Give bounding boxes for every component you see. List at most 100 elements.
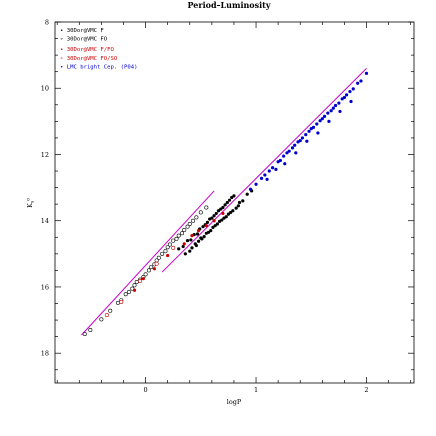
data-point — [316, 131, 320, 135]
data-point — [254, 182, 258, 186]
data-point — [214, 211, 218, 216]
data-point — [149, 265, 154, 270]
data-point — [259, 176, 264, 180]
legend-entry: • LMC bright Cep. (P04) — [60, 64, 137, 70]
data-point — [318, 119, 322, 123]
data-point — [223, 203, 227, 207]
data-point — [219, 207, 223, 211]
data-point — [342, 95, 347, 100]
data-point — [222, 216, 226, 220]
data-point — [278, 158, 282, 163]
data-point — [187, 222, 192, 227]
data-point — [108, 308, 113, 313]
data-point — [229, 210, 233, 215]
data-point — [263, 173, 267, 177]
data-point — [99, 317, 104, 322]
data-point — [190, 234, 194, 238]
y-axis-label-main: K — [26, 203, 34, 208]
data-point — [185, 224, 190, 229]
fit-line — [81, 190, 215, 336]
data-point — [174, 236, 179, 241]
data-point — [202, 235, 206, 239]
data-point — [154, 261, 159, 266]
data-point — [213, 224, 217, 228]
data-point — [165, 245, 170, 250]
data-point — [198, 210, 203, 215]
y-axis-label-sup: o — [27, 198, 32, 201]
data-point — [201, 225, 205, 229]
data-point — [327, 119, 331, 123]
data-point — [236, 204, 240, 208]
data-point — [216, 209, 221, 213]
data-point — [141, 277, 145, 281]
data-point — [349, 99, 353, 104]
plot-area — [54, 21, 415, 384]
x-tick-label: 2 — [364, 386, 368, 394]
data-point — [274, 167, 278, 171]
y-axis: 8 10 12 14 16 18 — [41, 18, 414, 371]
data-point — [152, 267, 157, 271]
data-point — [364, 71, 369, 75]
legend-entry: ∘ 30Dor@VMC FO — [60, 37, 108, 43]
data-point — [265, 177, 269, 181]
data-point — [241, 199, 245, 203]
data-point — [331, 106, 335, 110]
data-point — [183, 252, 187, 256]
data-point — [104, 313, 109, 318]
data-point — [210, 216, 214, 220]
data-point — [304, 133, 308, 137]
data-point — [156, 255, 161, 260]
data-point — [82, 331, 87, 336]
data-point — [115, 300, 120, 305]
data-point — [188, 249, 192, 253]
plot-frame — [54, 21, 415, 384]
data-point — [230, 195, 234, 200]
data-point — [212, 214, 216, 218]
data-point — [337, 101, 341, 105]
data-point — [180, 231, 185, 236]
data-point — [351, 87, 355, 91]
data-point — [248, 187, 253, 191]
y-tick-label: 14 — [41, 217, 49, 225]
data-point — [290, 146, 295, 150]
data-point — [189, 238, 193, 242]
data-point — [191, 218, 196, 223]
data-point — [88, 328, 93, 333]
data-point — [176, 233, 181, 238]
data-point — [345, 93, 349, 97]
data-point — [338, 109, 342, 114]
fit-lines — [81, 68, 367, 336]
data-point — [182, 227, 187, 232]
data-point — [285, 151, 289, 155]
y-axis-label: Kso — [26, 198, 36, 208]
data-point — [293, 143, 297, 147]
data-point — [160, 251, 165, 256]
y-tick-label: 12 — [41, 151, 49, 159]
data-point — [225, 200, 229, 205]
legend: • 30Dor@VMC F ∘ 30Dor@VMC FO • 30Dor@VMC F… — [60, 28, 137, 70]
data-point — [119, 299, 124, 304]
data-point — [294, 151, 298, 155]
data-point — [204, 205, 209, 210]
data-point — [181, 244, 185, 249]
x-tick-label: 1 — [254, 386, 258, 394]
data-point — [182, 242, 186, 246]
data-point — [166, 253, 170, 258]
data-point — [206, 230, 211, 234]
data-point — [221, 205, 225, 210]
data-point — [359, 79, 363, 83]
data-point — [212, 219, 216, 223]
data-point — [227, 198, 232, 202]
data-point — [185, 238, 190, 243]
data-point — [315, 122, 319, 126]
data-point — [138, 278, 143, 283]
data-point — [322, 114, 327, 118]
data-point — [333, 103, 338, 108]
fit-line — [161, 68, 367, 273]
chart-title: Period–Luminosity — [187, 0, 270, 10]
data-point — [231, 209, 235, 213]
data-point — [132, 283, 137, 288]
x-axis-label: logP — [227, 398, 242, 406]
x-tick-label: 0 — [144, 386, 148, 394]
